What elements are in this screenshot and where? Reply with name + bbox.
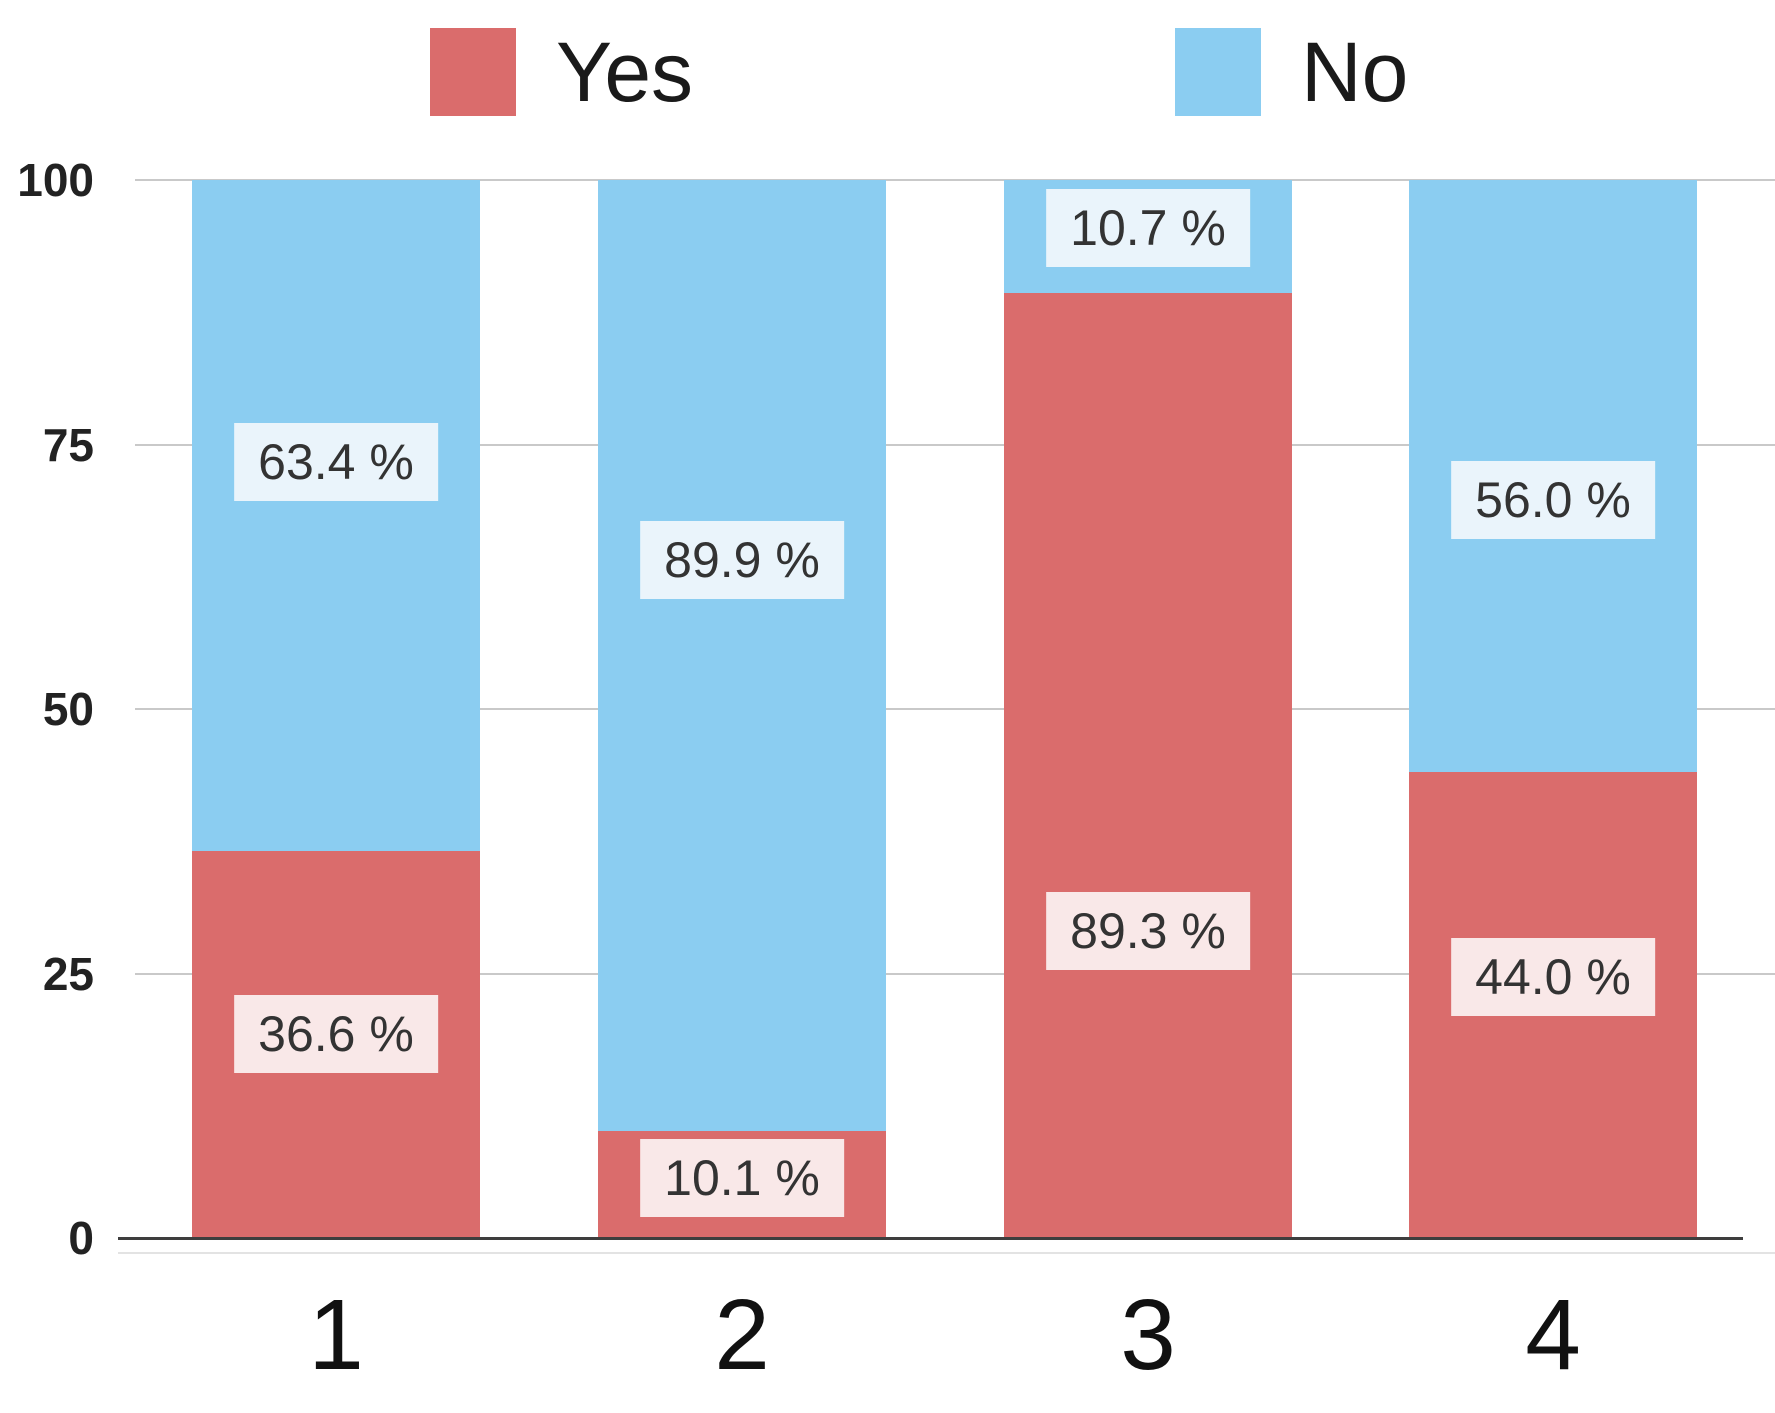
y-tick-label-0: 0 (68, 1212, 94, 1264)
legend-label-no: No (1301, 25, 1409, 119)
bar-1-segment-no (192, 180, 480, 851)
bar-3-segment-yes (1004, 293, 1292, 1238)
y-tick-label-75: 75 (42, 418, 94, 471)
bar-2-segment-no (598, 180, 886, 1132)
value-label-no-2: 89.9 % (640, 520, 844, 599)
y-tick-label-50: 50 (42, 683, 94, 735)
legend-item-yes: Yes (430, 26, 693, 118)
value-label-yes-4: 44.0 % (1451, 937, 1655, 1016)
legend-item-no: No (1175, 26, 1408, 118)
x-category-label-2: 2 (714, 1279, 770, 1391)
gridline-75 (135, 443, 1775, 446)
value-label-yes-1: 36.6 % (234, 994, 438, 1073)
x-category-label-4: 4 (1525, 1279, 1581, 1391)
gridline-100 (135, 179, 1775, 181)
value-label-yes-2: 10.1 % (640, 1138, 844, 1217)
legend-swatch-yes (430, 28, 516, 116)
x-axis-sub-line (118, 1252, 1775, 1254)
value-label-no-1: 63.4 % (234, 423, 438, 502)
legend-label-yes: Yes (556, 25, 694, 119)
y-tick-label-25: 25 (42, 947, 94, 1000)
gridline-25 (135, 972, 1775, 975)
x-axis-line (118, 1237, 1743, 1240)
y-tick-label-100: 100 (17, 154, 94, 206)
x-category-label-1: 1 (308, 1279, 364, 1391)
value-label-yes-3: 89.3 % (1046, 892, 1250, 971)
value-label-no-4: 56.0 % (1451, 460, 1655, 539)
legend-swatch-no (1175, 28, 1261, 116)
x-category-label-3: 3 (1120, 1279, 1176, 1391)
gridline-50 (135, 708, 1775, 710)
value-label-no-3: 10.7 % (1046, 188, 1250, 267)
